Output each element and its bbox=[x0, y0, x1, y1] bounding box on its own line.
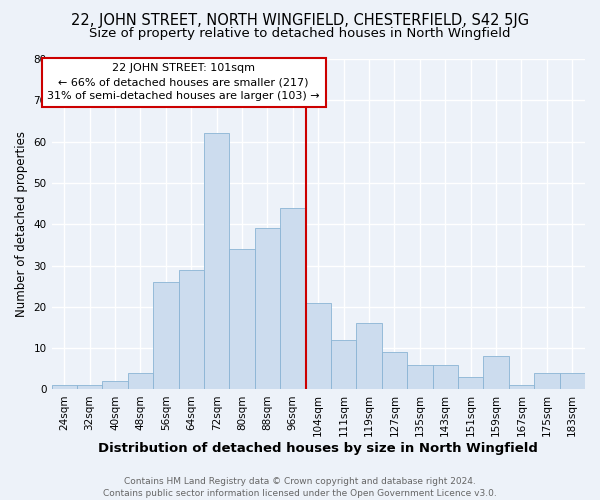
Text: Size of property relative to detached houses in North Wingfield: Size of property relative to detached ho… bbox=[89, 28, 511, 40]
Bar bbox=[229, 249, 255, 390]
Text: Contains HM Land Registry data © Crown copyright and database right 2024.
Contai: Contains HM Land Registry data © Crown c… bbox=[103, 476, 497, 498]
Bar bbox=[179, 270, 204, 390]
Bar bbox=[280, 208, 305, 390]
Bar bbox=[484, 356, 509, 390]
Y-axis label: Number of detached properties: Number of detached properties bbox=[15, 131, 28, 317]
Bar bbox=[128, 373, 153, 390]
Bar bbox=[77, 386, 103, 390]
Bar bbox=[433, 364, 458, 390]
Bar bbox=[356, 324, 382, 390]
Bar bbox=[52, 386, 77, 390]
Bar bbox=[255, 228, 280, 390]
Bar bbox=[458, 377, 484, 390]
Bar bbox=[560, 373, 585, 390]
X-axis label: Distribution of detached houses by size in North Wingfield: Distribution of detached houses by size … bbox=[98, 442, 538, 455]
Text: 22, JOHN STREET, NORTH WINGFIELD, CHESTERFIELD, S42 5JG: 22, JOHN STREET, NORTH WINGFIELD, CHESTE… bbox=[71, 12, 529, 28]
Bar bbox=[382, 352, 407, 390]
Bar bbox=[305, 302, 331, 390]
Bar bbox=[509, 386, 534, 390]
Bar bbox=[407, 364, 433, 390]
Bar bbox=[534, 373, 560, 390]
Text: 22 JOHN STREET: 101sqm
← 66% of detached houses are smaller (217)
31% of semi-de: 22 JOHN STREET: 101sqm ← 66% of detached… bbox=[47, 63, 320, 101]
Bar bbox=[103, 381, 128, 390]
Bar bbox=[204, 134, 229, 390]
Bar bbox=[331, 340, 356, 390]
Bar bbox=[153, 282, 179, 390]
